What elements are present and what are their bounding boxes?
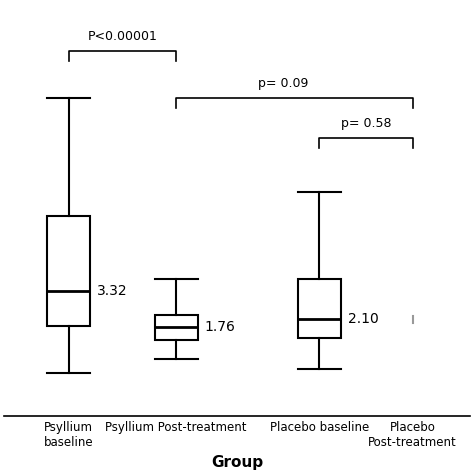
Text: p= 0.58: p= 0.58: [341, 117, 391, 130]
Text: P<0.00001: P<0.00001: [87, 30, 157, 43]
X-axis label: Group: Group: [211, 455, 263, 470]
Text: p= 0.09: p= 0.09: [258, 77, 309, 90]
Text: 3.32: 3.32: [97, 283, 128, 298]
Text: 1.76: 1.76: [205, 320, 236, 334]
Text: 2.10: 2.10: [348, 312, 379, 326]
Bar: [298, 279, 341, 338]
Bar: [155, 315, 198, 340]
Bar: [47, 216, 90, 327]
